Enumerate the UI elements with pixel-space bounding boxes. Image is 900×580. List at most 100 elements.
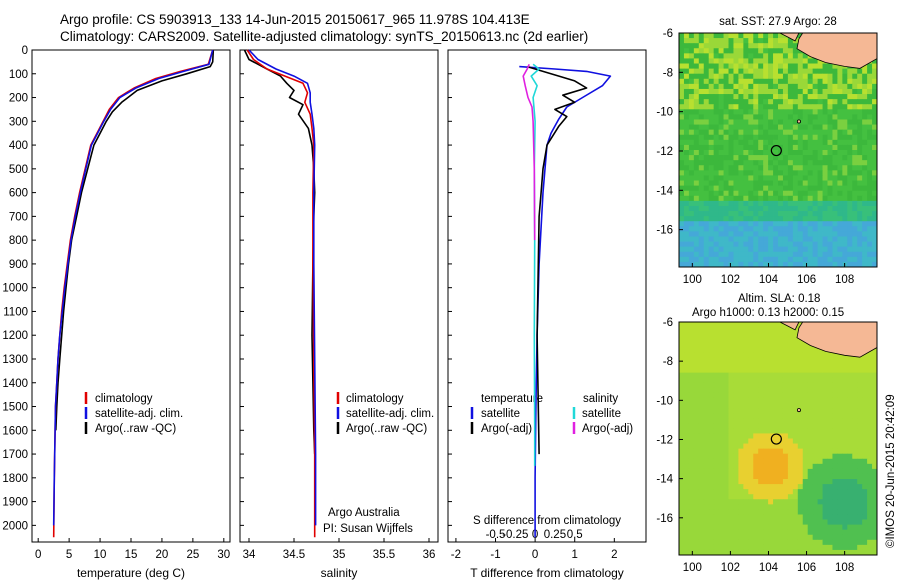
map-cell	[713, 216, 719, 222]
map-cell	[693, 509, 700, 515]
map-cell	[718, 479, 724, 485]
map-cell	[768, 216, 774, 222]
map-cell	[768, 251, 774, 258]
map-cell	[738, 109, 744, 115]
map-cell	[688, 534, 695, 541]
map-cell	[713, 387, 719, 394]
map-cell	[812, 494, 818, 500]
map-cell	[807, 428, 814, 434]
map-cell	[852, 382, 858, 389]
map-cell	[842, 509, 848, 515]
sla-map-title: Altim. SLA: 0.18	[738, 293, 820, 305]
map-cell	[688, 352, 695, 358]
map-cell	[713, 73, 719, 80]
map-cell	[743, 524, 749, 531]
map-cell	[782, 129, 789, 136]
map-cell	[837, 352, 843, 358]
map-cell	[787, 139, 794, 146]
map-cell	[708, 216, 715, 222]
map-cell	[703, 529, 710, 536]
map-cell	[787, 48, 794, 54]
map-cell	[817, 165, 823, 171]
map-cell	[872, 124, 877, 131]
map-cell	[688, 372, 695, 379]
map-cell	[847, 377, 853, 384]
map-cell	[738, 73, 744, 80]
map-cell	[708, 479, 715, 485]
map-cell	[807, 504, 814, 510]
map-cell	[817, 484, 823, 490]
map-cell	[802, 139, 809, 146]
map-cell	[748, 489, 754, 495]
map-cell	[817, 377, 823, 384]
map-cell	[847, 539, 853, 546]
map-cell	[679, 104, 685, 110]
map-cell	[703, 539, 710, 546]
map-cell	[773, 114, 779, 120]
map-cell	[787, 387, 794, 394]
map-cell	[832, 246, 838, 253]
map-cell	[768, 504, 774, 510]
map-cell	[753, 155, 759, 161]
map-cell	[748, 170, 754, 176]
map-cell	[792, 549, 799, 555]
map-cell	[827, 114, 833, 120]
map-cell	[827, 408, 833, 414]
map-cell	[817, 347, 823, 353]
map-cell	[827, 367, 833, 374]
map-cell	[753, 418, 759, 424]
map-cell	[733, 494, 739, 500]
map-cell	[718, 139, 724, 146]
map-cell	[842, 413, 848, 419]
map-cell	[703, 195, 710, 202]
map-cell	[822, 175, 828, 181]
map-cell	[802, 53, 809, 59]
map-cell	[782, 195, 789, 202]
map-cell	[807, 73, 814, 80]
map-cell	[758, 544, 764, 551]
map-cell	[872, 73, 877, 80]
map-cell	[817, 408, 823, 414]
map-cell	[733, 443, 739, 450]
map-cell	[748, 33, 754, 39]
map-cell	[708, 372, 715, 379]
map-cell	[857, 205, 863, 212]
map-cell	[842, 109, 848, 115]
map-cell	[872, 129, 877, 136]
map-cell	[857, 403, 863, 409]
map-cell	[872, 509, 877, 515]
salinity-legend: climatology satellite-adj. clim. Argo(..…	[336, 392, 434, 435]
map-cell	[832, 524, 838, 531]
map-cell	[688, 443, 695, 450]
map-cell	[778, 48, 784, 54]
map-cell	[867, 114, 873, 120]
map-cell	[728, 124, 734, 131]
map-cell	[698, 468, 705, 475]
map-cell	[693, 377, 700, 384]
map-cell	[792, 119, 799, 125]
map-cell	[773, 524, 779, 531]
map-cell	[872, 200, 877, 207]
map-cell	[733, 362, 739, 368]
map-cell	[728, 322, 734, 328]
salinity-xlabel: salinity	[321, 566, 358, 580]
map-cell	[852, 241, 858, 248]
map-cell	[738, 150, 744, 156]
map-cell	[703, 38, 710, 44]
map-cell	[728, 256, 734, 263]
map-cell	[832, 175, 838, 181]
map-cell	[743, 63, 749, 70]
map-cell	[832, 226, 838, 232]
map-cell	[787, 150, 794, 156]
map-cell	[827, 428, 833, 434]
map-cell	[683, 99, 690, 105]
map-cell	[862, 134, 868, 141]
map-cell	[753, 327, 759, 333]
map-cell	[807, 382, 814, 389]
map-cell	[758, 403, 764, 409]
map-cell	[773, 261, 779, 267]
map-cell	[862, 119, 868, 125]
map-cell	[773, 337, 779, 343]
salinity-series-argo	[243, 49, 316, 455]
map-cell	[817, 504, 823, 510]
